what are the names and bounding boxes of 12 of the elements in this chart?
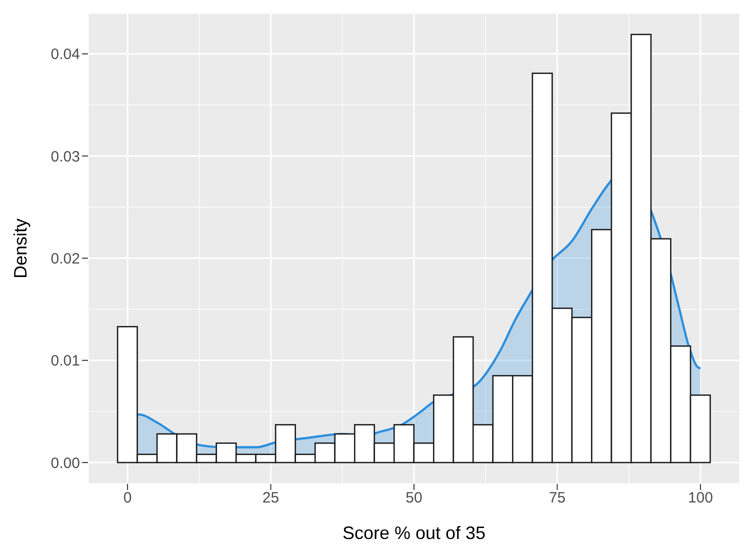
x-tick-label: 100 [688, 490, 713, 507]
y-tick-label: 0.00 [50, 454, 80, 472]
y-tick-label: 0.04 [50, 46, 80, 64]
x-tick-label: 75 [548, 490, 566, 507]
x-axis-title: Score % out of 35 [342, 523, 486, 543]
y-tick-label: 0.03 [50, 148, 80, 166]
x-tick-label: 25 [262, 490, 280, 507]
y-tick-label: 0.02 [50, 250, 80, 268]
y-tick-label: 0.01 [50, 352, 80, 370]
x-tick-label: 0 [123, 490, 132, 507]
x-tick-label: 50 [406, 490, 422, 507]
y-axis-title: Density [10, 218, 30, 279]
